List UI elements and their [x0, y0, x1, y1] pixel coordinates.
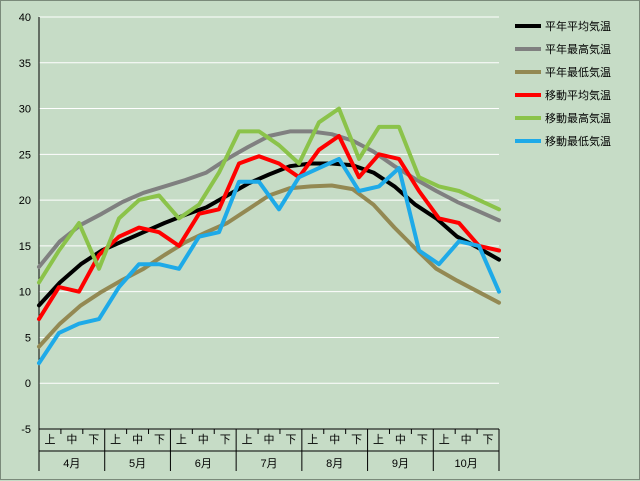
x-decade-label: 上	[110, 433, 121, 446]
legend-label: 移動平均気温	[545, 88, 611, 102]
legend-label: 移動最高気温	[545, 111, 611, 125]
y-tick-label: 25	[19, 149, 31, 161]
y-tick-label: 20	[19, 195, 31, 207]
series-lines	[37, 106, 501, 366]
legend-label: 平年平均気温	[545, 19, 611, 33]
x-month-label: 8月	[326, 458, 343, 470]
x-decade-label: 上	[242, 433, 253, 446]
x-axis: 上中下4月上中下5月上中下6月上中下7月上中下8月上中下9月上中下10月	[38, 429, 500, 471]
x-decade-label: 上	[44, 433, 55, 446]
x-month-label: 9月	[392, 458, 409, 470]
x-decade-label: 下	[483, 434, 494, 446]
plot-area	[39, 17, 499, 429]
series-line-s0	[37, 161, 501, 308]
x-decade-label: 上	[307, 433, 318, 446]
y-tick-label: 40	[19, 12, 31, 24]
legend-label: 平年最高気温	[545, 42, 611, 56]
x-decade-label: 下	[154, 434, 165, 446]
x-decade-label: 上	[373, 433, 384, 446]
x-month-label: 4月	[63, 458, 80, 470]
x-decade-label: 下	[285, 434, 296, 446]
legend-label: 移動最低気温	[545, 134, 611, 148]
y-tick-label: -5	[21, 424, 31, 436]
y-tick-label: 5	[25, 332, 31, 344]
y-tick-label: 30	[19, 104, 31, 116]
x-decade-label: 中	[461, 433, 472, 446]
x-decade-label: 下	[351, 434, 362, 446]
x-decade-label: 中	[132, 433, 143, 446]
x-decade-label: 下	[417, 434, 428, 446]
y-axis-tick-labels: 40 35 30 25 20 15 10 5 0 -5	[19, 12, 31, 436]
x-decade-label: 下	[88, 434, 99, 446]
x-month-label: 7月	[260, 458, 277, 470]
y-tick-label: 10	[19, 287, 31, 299]
x-decade-label: 下	[220, 434, 231, 446]
x-decade-label: 中	[198, 433, 209, 446]
y-tick-label: 0	[25, 378, 31, 390]
x-month-label: 5月	[129, 458, 146, 470]
x-decade-label: 中	[329, 433, 340, 446]
x-decade-label: 上	[176, 433, 187, 446]
x-month-label: 10月	[455, 458, 478, 470]
series-line-s4	[37, 106, 501, 285]
series-line-s3	[37, 134, 501, 322]
legend-label: 平年最低気温	[545, 65, 611, 79]
x-decade-label: 中	[395, 433, 406, 446]
series-line-s5	[37, 156, 501, 366]
y-tick-label: 35	[19, 58, 31, 70]
y-tick-label: 15	[19, 241, 31, 253]
x-decade-label: 中	[66, 433, 77, 446]
x-decade-label: 中	[264, 433, 275, 446]
x-month-label: 6月	[195, 458, 212, 470]
x-decade-label: 上	[439, 433, 450, 446]
